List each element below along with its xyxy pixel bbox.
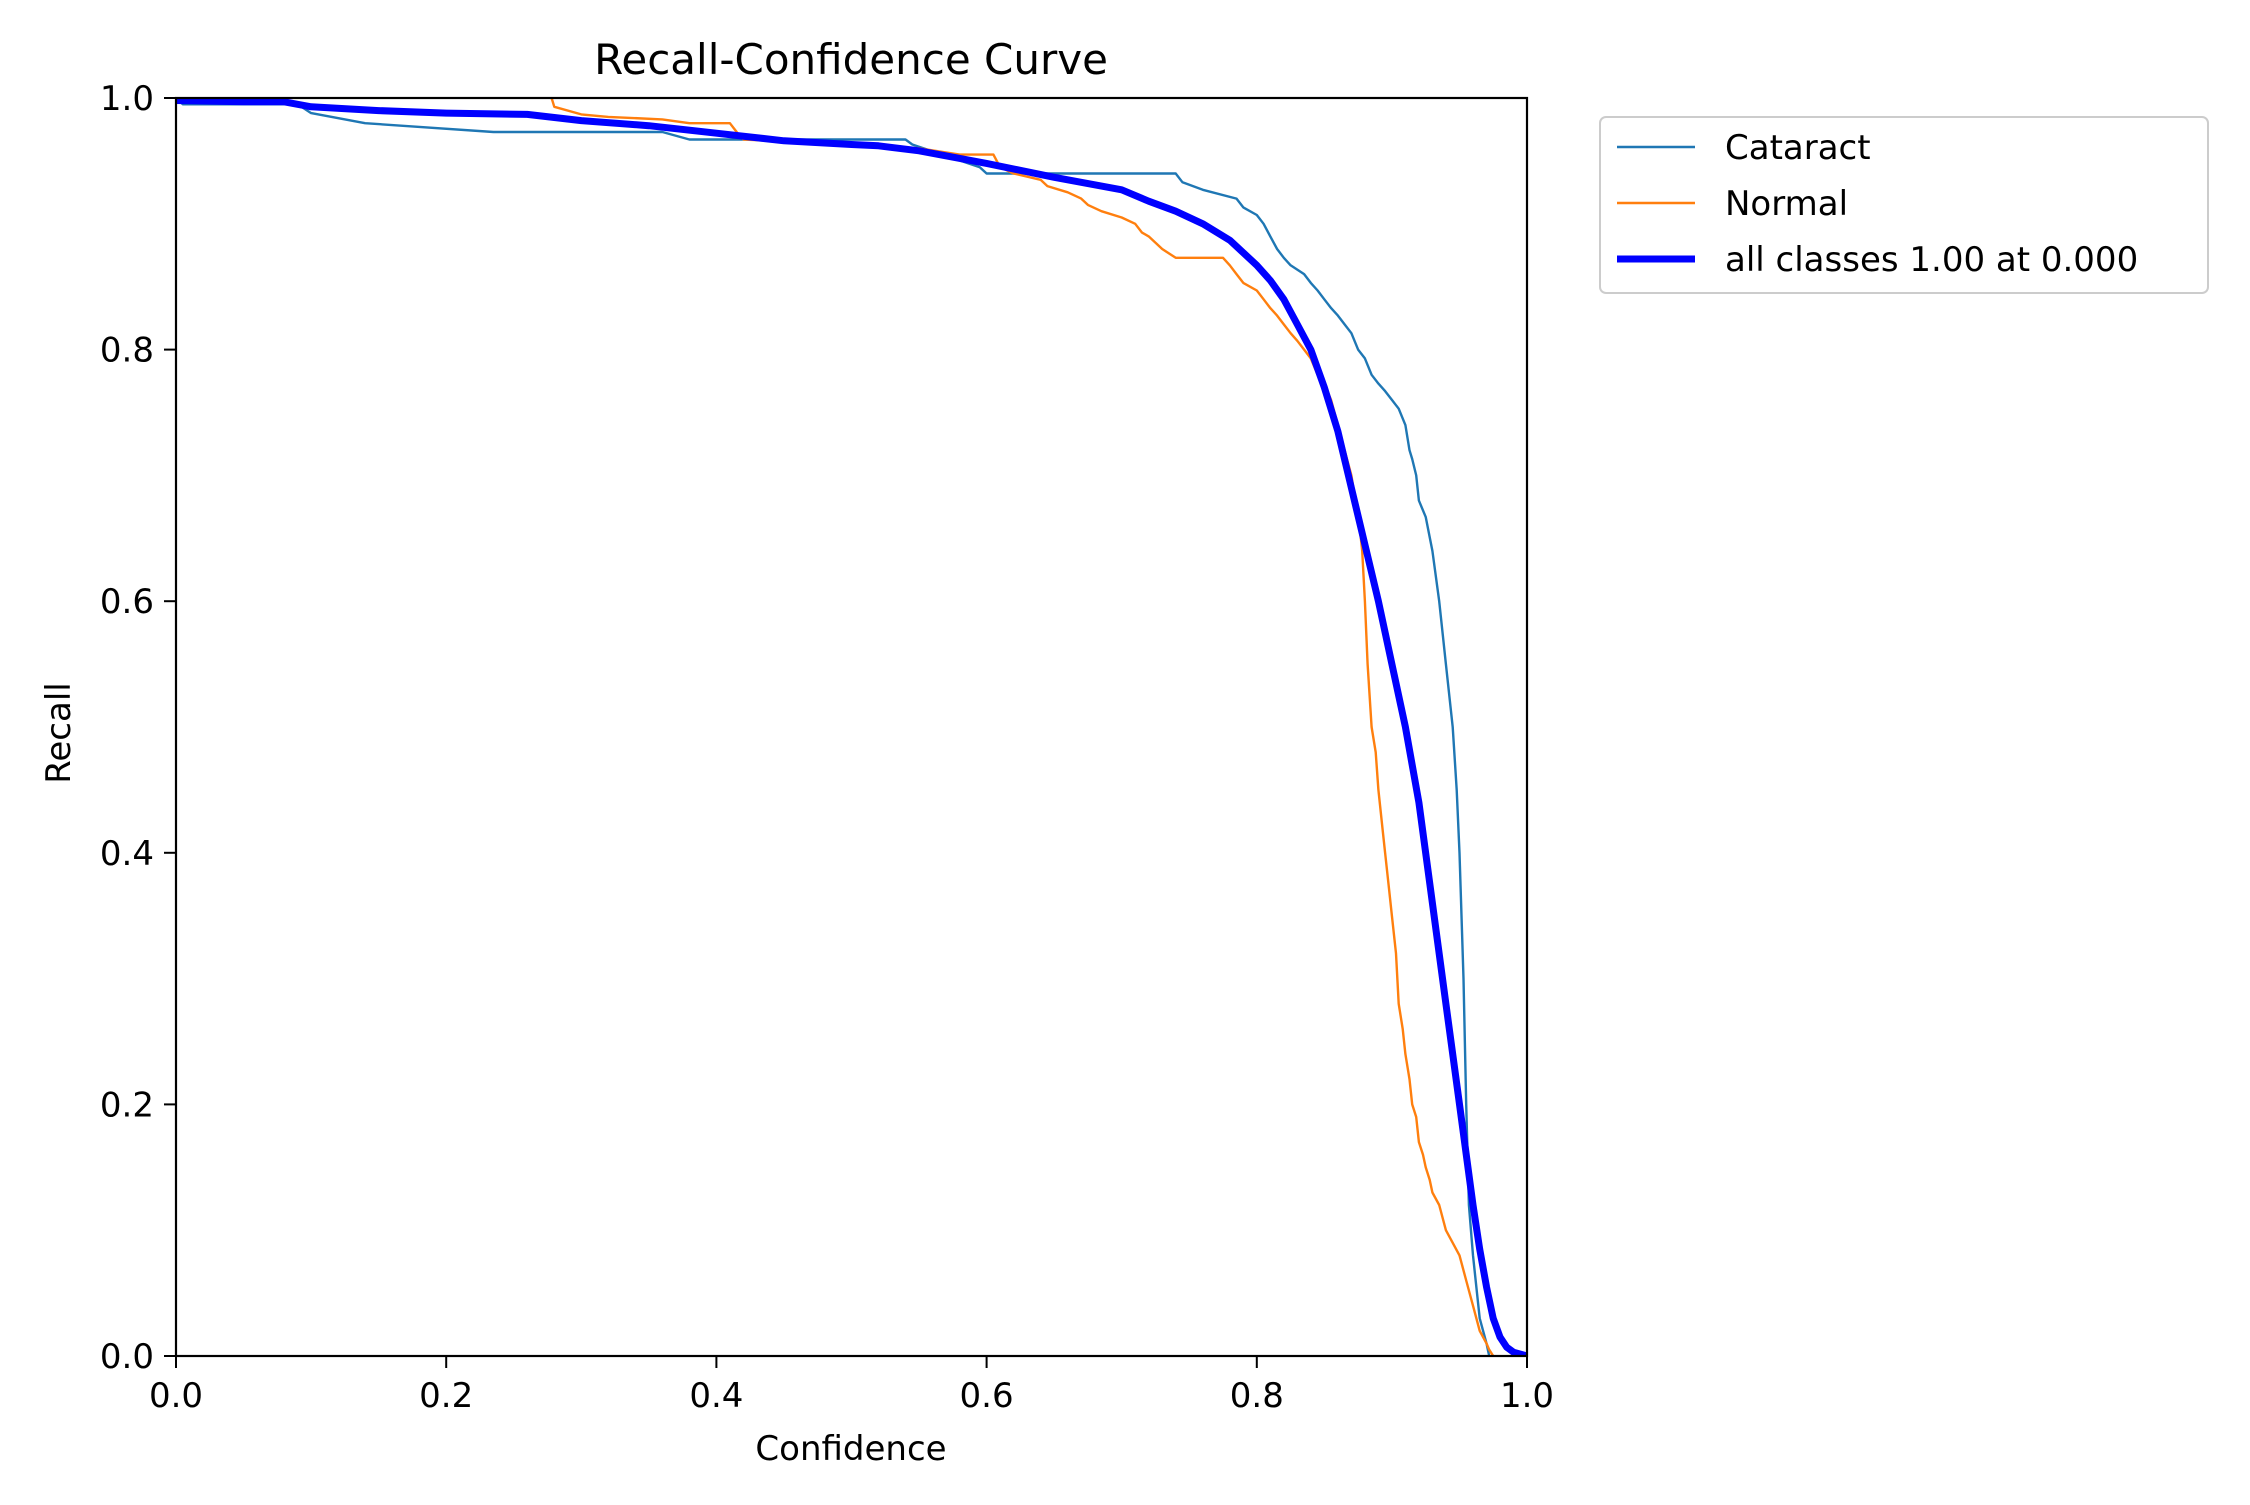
y-tick-label: 0.8 bbox=[100, 331, 154, 371]
y-tick-label: 0.0 bbox=[100, 1337, 154, 1377]
x-tick-label: 0.4 bbox=[689, 1376, 743, 1416]
x-axis-label: Confidence bbox=[755, 1429, 946, 1469]
legend-label-normal: Normal bbox=[1725, 184, 1848, 224]
legend-label-all-classes: all classes 1.00 at 0.000 bbox=[1725, 240, 2138, 280]
y-axis-label: Recall bbox=[39, 682, 79, 783]
y-tick-label: 1.0 bbox=[100, 79, 154, 119]
legend: Cataract Normal all classes 1.00 at 0.000 bbox=[1599, 116, 2209, 294]
series-layer bbox=[176, 98, 1527, 1356]
plot-frame bbox=[174, 96, 1529, 1358]
y-tick-label: 0.6 bbox=[100, 582, 154, 622]
x-tick-label: 0.6 bbox=[960, 1376, 1014, 1416]
x-tick-label: 0.0 bbox=[149, 1376, 203, 1416]
y-tick-label: 0.4 bbox=[100, 834, 154, 874]
x-tick-label: 0.8 bbox=[1230, 1376, 1284, 1416]
x-tick-label: 1.0 bbox=[1500, 1376, 1554, 1416]
y-tick-label: 0.2 bbox=[100, 1085, 154, 1125]
legend-box bbox=[1599, 116, 2209, 294]
chart-title: Recall-Confidence Curve bbox=[594, 35, 1108, 84]
legend-label-cataract: Cataract bbox=[1725, 128, 1871, 168]
series-line-all-classes bbox=[176, 98, 1527, 1356]
tick-layer: 0.0 0.2 0.4 0.6 0.8 1.0 0.0 0.2 0.4 0.6 0.8 1.0 bbox=[100, 79, 1554, 1416]
x-tick-label: 0.2 bbox=[419, 1376, 473, 1416]
